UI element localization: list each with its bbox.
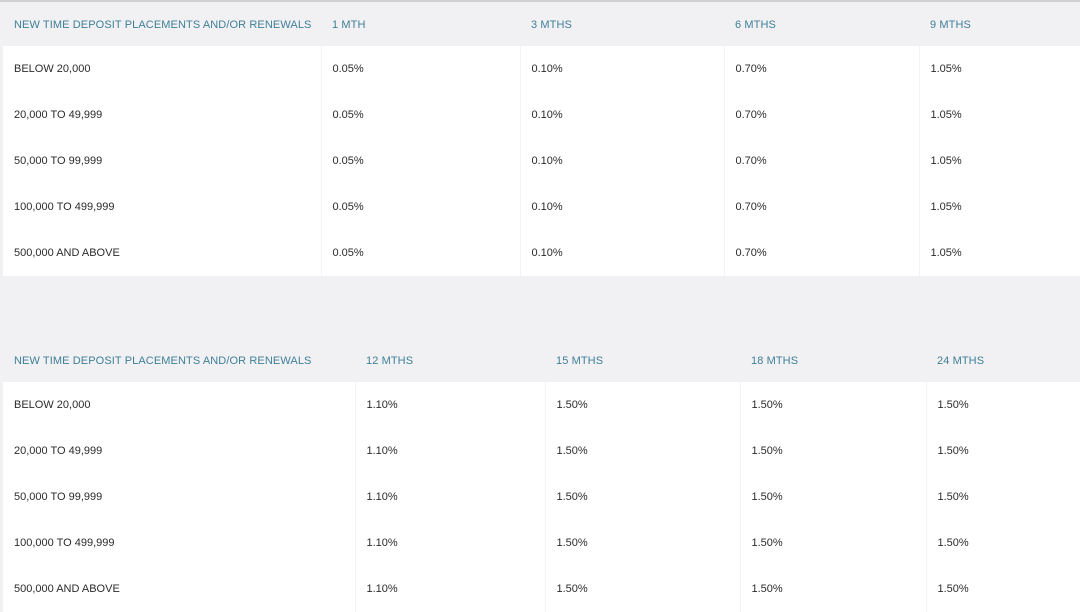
column-header-24-mths: 24 MTHS: [937, 354, 985, 367]
rate-cell: 1.50%: [925, 520, 1080, 566]
rate-cell: 1.50%: [925, 382, 1080, 428]
row-label-cell: 20,000 TO 49,999: [14, 445, 103, 457]
column-header-9-mths: 9 MTHS: [930, 18, 971, 31]
rate-cell: 1.50%: [925, 474, 1080, 520]
table-header-row: NEW TIME DEPOSIT PLACEMENTS AND/OR RENEW…: [3, 339, 1080, 382]
column-header-18-mths: 18 MTHS: [751, 354, 799, 367]
column-header-6-mths: 6 MTHS: [735, 18, 776, 31]
rate-cell: 0.70%: [723, 46, 919, 92]
row-label-cell: 50,000 TO 99,999: [14, 155, 103, 167]
column-header-3-mths: 3 MTHS: [531, 18, 572, 31]
column-header-placements: NEW TIME DEPOSIT PLACEMENTS AND/OR RENEW…: [14, 18, 312, 31]
rate-cell: 0.05%: [320, 46, 520, 92]
rates-table-short-term: NEW TIME DEPOSIT PLACEMENTS AND/OR RENEW…: [3, 3, 1080, 276]
row-label-cell: 50,000 TO 99,999: [14, 491, 103, 503]
rate-cell: 1.50%: [739, 428, 926, 474]
table-row: BELOW 20,000 1.10% 1.50% 1.50% 1.50%: [3, 382, 1080, 428]
rate-cell: 1.50%: [739, 566, 926, 612]
rate-cell: 1.10%: [354, 382, 545, 428]
table-row: 100,000 TO 499,999 0.05% 0.10% 0.70% 1.0…: [3, 184, 1080, 230]
rate-cell: 0.70%: [723, 92, 919, 138]
rate-cell: 1.05%: [918, 184, 1080, 230]
rate-cell: 1.05%: [918, 92, 1080, 138]
row-label-cell: 500,000 AND ABOVE: [14, 247, 120, 259]
rate-cell: 0.70%: [723, 184, 919, 230]
rate-cell: 1.10%: [354, 566, 545, 612]
column-header-1-mth: 1 MTH: [332, 18, 366, 31]
rate-cell: 0.70%: [723, 230, 919, 276]
rate-cell: 0.05%: [320, 138, 520, 184]
top-divider: [0, 0, 1080, 2]
rate-cell: 1.50%: [925, 566, 1080, 612]
table-row: 20,000 TO 49,999 0.05% 0.10% 0.70% 1.05%: [3, 92, 1080, 138]
rate-cell: 1.50%: [544, 382, 740, 428]
rate-cell: 1.50%: [544, 566, 740, 612]
rate-cell: 1.10%: [354, 520, 545, 566]
table-row: 20,000 TO 49,999 1.10% 1.50% 1.50% 1.50%: [3, 428, 1080, 474]
rate-cell: 1.50%: [544, 428, 740, 474]
table-row: 500,000 AND ABOVE 0.05% 0.10% 0.70% 1.05…: [3, 230, 1080, 276]
rate-cell: 0.10%: [519, 230, 724, 276]
table-header-row: NEW TIME DEPOSIT PLACEMENTS AND/OR RENEW…: [3, 3, 1080, 46]
row-label-cell: 100,000 TO 499,999: [14, 537, 115, 549]
rate-cell: 1.05%: [918, 46, 1080, 92]
row-label-cell: 500,000 AND ABOVE: [14, 583, 120, 595]
rate-cell: 0.05%: [320, 92, 520, 138]
rate-cell: 1.50%: [739, 474, 926, 520]
row-label-cell: 20,000 TO 49,999: [14, 109, 103, 121]
rate-cell: 1.50%: [739, 382, 926, 428]
rate-cell: 1.50%: [925, 428, 1080, 474]
rate-cell: 1.50%: [544, 520, 740, 566]
table-row: 50,000 TO 99,999 0.05% 0.10% 0.70% 1.05%: [3, 138, 1080, 184]
rate-cell: 0.05%: [320, 230, 520, 276]
column-header-15-mths: 15 MTHS: [556, 354, 604, 367]
rates-table-long-term: NEW TIME DEPOSIT PLACEMENTS AND/OR RENEW…: [3, 339, 1080, 612]
rate-cell: 0.10%: [519, 46, 724, 92]
rate-cell: 1.05%: [918, 230, 1080, 276]
table-row: 500,000 AND ABOVE 1.10% 1.50% 1.50% 1.50…: [3, 566, 1080, 612]
rate-cell: 1.50%: [544, 474, 740, 520]
column-header-placements: NEW TIME DEPOSIT PLACEMENTS AND/OR RENEW…: [14, 354, 312, 367]
rate-cell: 0.10%: [519, 184, 724, 230]
rate-cell: 0.05%: [320, 184, 520, 230]
row-label-cell: BELOW 20,000: [14, 399, 91, 411]
row-label-cell: 100,000 TO 499,999: [14, 201, 115, 213]
rate-cell: 0.10%: [519, 138, 724, 184]
column-header-12-mths: 12 MTHS: [366, 354, 414, 367]
rate-cell: 1.05%: [918, 138, 1080, 184]
table-row: 100,000 TO 499,999 1.10% 1.50% 1.50% 1.5…: [3, 520, 1080, 566]
table-row: 50,000 TO 99,999 1.10% 1.50% 1.50% 1.50%: [3, 474, 1080, 520]
row-label-cell: BELOW 20,000: [14, 63, 91, 75]
rate-cell: 1.10%: [354, 428, 545, 474]
rate-cell: 1.50%: [739, 520, 926, 566]
rate-cell: 0.10%: [519, 92, 724, 138]
table-row: BELOW 20,000 0.05% 0.10% 0.70% 1.05%: [3, 46, 1080, 92]
rate-cell: 1.10%: [354, 474, 545, 520]
rate-cell: 0.70%: [723, 138, 919, 184]
